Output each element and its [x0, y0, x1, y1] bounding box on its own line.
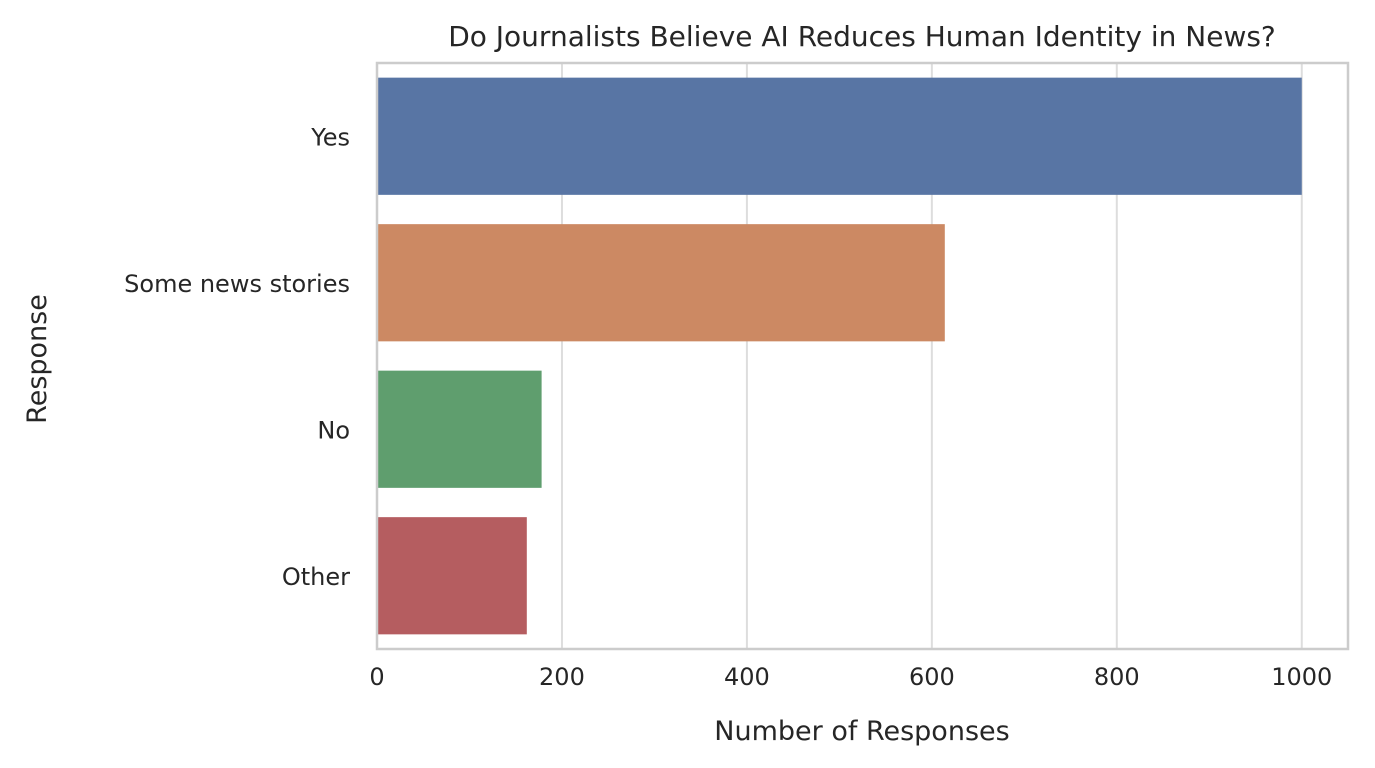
x-tick-label: 0: [369, 663, 384, 691]
bars-layer: [377, 77, 1302, 635]
x-tick-label: 600: [909, 663, 955, 691]
bar: [377, 77, 1302, 195]
bar: [377, 517, 527, 635]
y-tick-label: Some news stories: [124, 270, 350, 298]
bar: [377, 370, 542, 488]
y-axis-label: Response: [22, 294, 53, 424]
y-ticks: Yes Some news stories No Other: [124, 123, 350, 591]
y-tick-label: Other: [282, 563, 350, 591]
y-tick-label: Yes: [310, 123, 350, 151]
y-tick-label: No: [317, 416, 350, 444]
x-tick-label: 800: [1094, 663, 1140, 691]
x-tick-label: 1000: [1271, 663, 1332, 691]
x-tick-label: 200: [539, 663, 585, 691]
x-tick-label: 400: [724, 663, 770, 691]
x-axis-label: Number of Responses: [714, 716, 1009, 747]
bar: [377, 224, 945, 342]
plot-frame: [375, 61, 1350, 651]
x-ticks: 0 200 400 600 800 1000: [369, 663, 1332, 691]
chart-title: Do Journalists Believe AI Reduces Human …: [448, 20, 1276, 53]
